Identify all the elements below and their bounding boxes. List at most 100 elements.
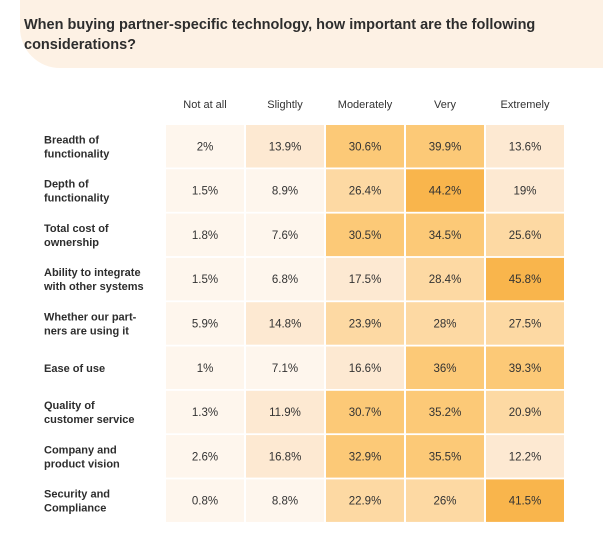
cell-value-label: 22.9% (349, 496, 382, 508)
heatmap-cell (406, 435, 484, 478)
cell-value-label: 14.8% (269, 318, 302, 330)
cell-value-label: 41.5% (509, 496, 542, 508)
cell-value-label: 36% (433, 363, 456, 375)
cell-value-label: 2.6% (192, 451, 218, 463)
row-label-ability-to-integrate-with-other-systems: Ability to integrate with other systems (43, 267, 144, 293)
heatmap-cell (166, 169, 244, 212)
cell-value-label: 13.6% (509, 141, 542, 153)
cell-value-label: 17.5% (349, 274, 382, 286)
heatmap-cell (246, 435, 324, 478)
cell-value-label: 39.9% (429, 141, 462, 153)
cell-value-label: 7.6% (272, 230, 298, 242)
heatmap-cell (326, 390, 404, 434)
row-label-company-and-product-vision: Company and product vision (44, 444, 120, 470)
heatmap-cell (486, 390, 564, 434)
heatmap-cell (166, 213, 244, 257)
cell-value-label: 11.9% (269, 407, 301, 419)
cell-value-label: 35.5% (429, 451, 462, 463)
cell-value-label: 30.5% (349, 230, 382, 242)
heatmap-cell (486, 257, 564, 301)
cell-value-label: 23.9% (349, 318, 382, 330)
heatmap-cell (246, 390, 324, 434)
cell-value-label: 12.2% (509, 451, 542, 463)
cell-value-label: 20.9% (509, 407, 542, 419)
cell-value-label: 35.2% (429, 407, 462, 419)
heatmap-cell (486, 479, 564, 522)
row-label-whether-our-part-ners-are-using-it: Whether our part-ners are using it (44, 311, 137, 337)
cell-value-label: 27.5% (509, 318, 542, 330)
heatmap-cell (326, 169, 404, 212)
cell-value-label: 28.4% (429, 274, 462, 286)
heatmap-cell (486, 213, 564, 257)
heatmap-cell (246, 302, 324, 345)
heatmap-cell (246, 346, 324, 389)
cell-value-label: 45.8% (509, 274, 542, 286)
cell-value-label: 6.8% (272, 274, 298, 286)
cell-value-label: 34.5% (429, 230, 462, 242)
row-label-security-and-compliance: Security and Compliance (44, 489, 110, 515)
heatmap-cell (166, 346, 244, 389)
heatmap-cell (406, 213, 484, 257)
heatmap-cell (246, 169, 324, 212)
heatmap-cell (326, 435, 404, 478)
heatmap-cell (486, 346, 564, 389)
heatmap-cell (406, 390, 484, 434)
row-label-total-cost-of-ownership: Total cost of ownership (44, 223, 109, 249)
cell-value-label: 8.8% (272, 496, 298, 508)
row-label-quality-of-customer-service: Quality of customer service (44, 400, 135, 426)
heatmap-cell (166, 125, 244, 168)
heatmap-cell (246, 125, 324, 168)
cell-value-label: 7.1% (272, 363, 298, 375)
cell-value-label: 1.5% (192, 274, 218, 286)
title-banner (20, 0, 603, 68)
heatmap-cell (166, 302, 244, 345)
heatmap-cell (326, 257, 404, 301)
heatmap-cell (486, 169, 564, 212)
heatmap-cell (326, 479, 404, 522)
cell-value-label: 16.6% (349, 363, 382, 375)
heatmap-cell (326, 213, 404, 257)
cell-value-label: 32.9% (349, 451, 382, 463)
heatmap-cell (166, 257, 244, 301)
row-label-ease-of-use: Ease of use (44, 363, 105, 375)
heatmap-cell (166, 479, 244, 522)
heatmap-cell (246, 257, 324, 301)
column-label-not-at-all: Not at all (183, 99, 226, 111)
cell-value-label: 0.8% (192, 496, 218, 508)
cell-value-label: 28% (433, 318, 456, 330)
cell-value-label: 2% (197, 141, 214, 153)
heatmap-cell (406, 125, 484, 168)
cell-value-label: 30.6% (349, 141, 382, 153)
cell-value-label: 30.7% (349, 407, 382, 419)
heatmap-cell (406, 302, 484, 345)
heatmap-cell (326, 125, 404, 168)
cell-value-label: 1.8% (192, 230, 218, 242)
row-label-breadth-of-functionality: Breadth of functionality (44, 134, 110, 160)
cell-value-label: 1.3% (192, 407, 218, 419)
column-label-slightly: Slightly (267, 99, 303, 111)
heatmap-cell (486, 302, 564, 345)
heatmap-cell (406, 169, 484, 212)
chart-title: When buying partner-specific technology,… (24, 17, 536, 53)
cell-value-label: 39.3% (509, 363, 542, 375)
cell-value-label: 1% (197, 363, 214, 375)
heatmap-cell (166, 435, 244, 478)
column-label-moderately: Moderately (338, 99, 393, 111)
cell-value-label: 25.6% (509, 230, 542, 242)
cell-value-label: 5.9% (192, 318, 218, 330)
heatmap-cell (406, 257, 484, 301)
heatmap-cell (406, 346, 484, 389)
cell-value-label: 19% (513, 186, 536, 198)
column-label-extremely: Extremely (501, 99, 550, 111)
heatmap-cell (486, 125, 564, 168)
heatmap-cell (246, 213, 324, 257)
cell-value-label: 13.9% (269, 141, 302, 153)
heatmap-cell (166, 390, 244, 434)
heatmap-cell (406, 479, 484, 522)
heatmap-cell (326, 302, 404, 345)
column-label-very: Very (434, 99, 457, 111)
cell-value-label: 26% (433, 496, 456, 508)
cell-value-label: 8.9% (272, 186, 298, 198)
cell-value-label: 1.5% (192, 186, 218, 198)
